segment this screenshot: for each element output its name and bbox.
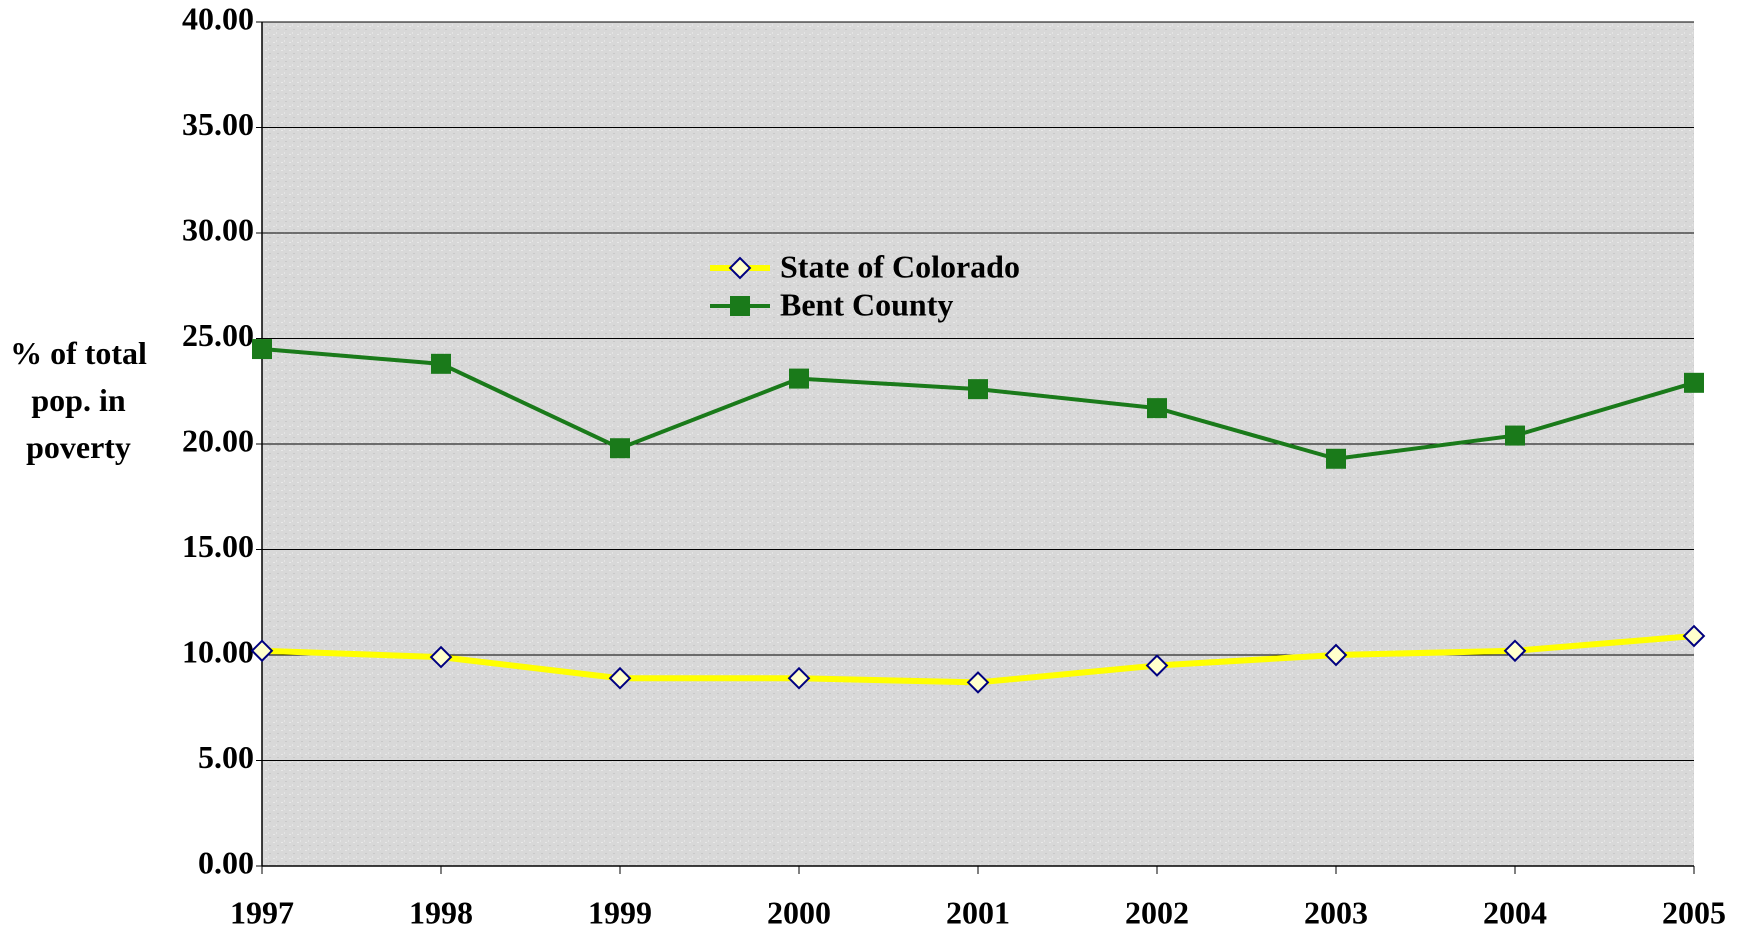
x-tick-label: 2003 (1304, 894, 1368, 930)
point (1503, 639, 1527, 663)
point (730, 296, 750, 316)
y-axis-label: % of total pop. in poverty (10, 335, 147, 465)
point (1326, 448, 1346, 469)
point (1505, 425, 1525, 446)
x-tick-label: 2002 (1125, 894, 1189, 930)
y-tick-label: 5.00 (198, 739, 254, 775)
point (789, 368, 809, 389)
point (968, 379, 988, 400)
point (787, 666, 811, 690)
point (431, 353, 451, 374)
point (728, 256, 752, 280)
y-tick-label: 10.00 (182, 633, 254, 669)
point (1324, 643, 1348, 667)
x-tick-label: 2005 (1662, 894, 1726, 930)
legend-label: Bent County (780, 286, 953, 322)
point (250, 639, 274, 663)
x-tick-label: 1999 (588, 894, 652, 930)
x-tick-label: 2004 (1483, 894, 1547, 930)
x-tick-label: 1997 (230, 894, 294, 930)
x-tick-label: 1998 (409, 894, 473, 930)
point (252, 339, 272, 360)
y-tick-label: 15.00 (182, 528, 254, 564)
x-tick-label: 2000 (767, 894, 831, 930)
y-tick-label: 25.00 (182, 317, 254, 353)
x-tick-label: 2001 (946, 894, 1010, 930)
legend-label: State of Colorado (780, 248, 1020, 284)
point (966, 671, 990, 694)
point (1684, 372, 1704, 393)
y-tick-label: 30.00 (182, 211, 254, 247)
point (1147, 398, 1167, 419)
point (608, 666, 632, 690)
point (1682, 624, 1706, 648)
y-tick-label: 35.00 (182, 106, 254, 142)
point (610, 438, 630, 459)
point (1145, 654, 1169, 677)
point (429, 645, 453, 669)
y-tick-label: 40.00 (182, 0, 254, 36)
y-tick-label: 20.00 (182, 422, 254, 458)
y-tick-label: 0.00 (198, 844, 254, 880)
